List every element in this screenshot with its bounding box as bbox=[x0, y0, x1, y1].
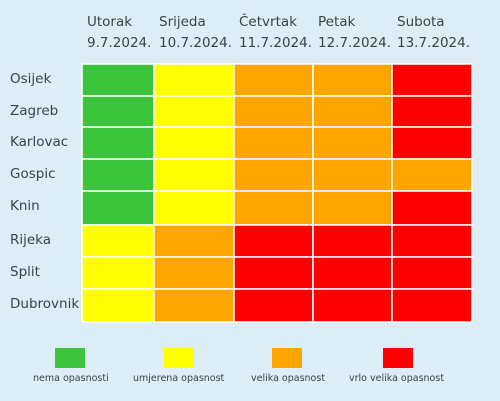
city-label: Rijeka bbox=[10, 232, 52, 248]
day-name: Utorak bbox=[87, 14, 133, 30]
heatmap-cell-rijeka-2 bbox=[233, 224, 314, 258]
day-header: Utorak 9.7.2024. bbox=[87, 12, 151, 54]
heatmap-cell-gospic-4 bbox=[391, 158, 473, 192]
day-date: 11.7.2024. bbox=[239, 35, 312, 51]
heatmap-cell-osijek-2 bbox=[233, 63, 314, 97]
heatmap-cell-split-3 bbox=[312, 256, 393, 290]
heatmap-cell-dubrovnik-0 bbox=[81, 288, 155, 323]
heatmap-cell-dubrovnik-1 bbox=[153, 288, 235, 323]
city-label: Zagreb bbox=[10, 103, 59, 119]
day-name: Subota bbox=[397, 14, 445, 30]
city-label: Knin bbox=[10, 198, 40, 214]
legend-label: nema opasnosti bbox=[33, 373, 109, 384]
day-name: Četvrtak bbox=[239, 14, 297, 30]
legend-swatch bbox=[55, 348, 85, 368]
legend-label: umjerena opasnost bbox=[133, 373, 225, 384]
heatmap-cell-split-1 bbox=[153, 256, 235, 290]
day-header: Srijeda 10.7.2024. bbox=[159, 12, 232, 54]
heatmap-cell-osijek-3 bbox=[312, 63, 393, 97]
heatmap-cell-gospic-2 bbox=[233, 158, 314, 192]
city-label: Gospic bbox=[10, 166, 56, 182]
day-name: Srijeda bbox=[159, 14, 206, 30]
day-date: 13.7.2024. bbox=[397, 35, 470, 51]
heatmap-cell-zagreb-1 bbox=[153, 95, 235, 128]
heatmap-cell-split-4 bbox=[391, 256, 473, 290]
heatmap-cell-dubrovnik-2 bbox=[233, 288, 314, 323]
heatmap-cell-zagreb-3 bbox=[312, 95, 393, 128]
heatmap-cell-split-2 bbox=[233, 256, 314, 290]
city-label: Osijek bbox=[10, 71, 52, 87]
heatmap-cell-knin-3 bbox=[312, 190, 393, 226]
heatmap-cell-knin-2 bbox=[233, 190, 314, 226]
heatmap-cell-dubrovnik-4 bbox=[391, 288, 473, 323]
legend-swatch bbox=[164, 348, 194, 368]
city-label: Split bbox=[10, 264, 40, 280]
day-date: 9.7.2024. bbox=[87, 35, 152, 51]
city-label: Dubrovnik bbox=[10, 296, 80, 312]
heatmap-cell-split-0 bbox=[81, 256, 155, 290]
legend-swatch bbox=[383, 348, 413, 368]
heatmap-cell-osijek-0 bbox=[81, 63, 155, 97]
heatmap-cell-knin-1 bbox=[153, 190, 235, 226]
legend-label: velika opasnost bbox=[251, 373, 326, 384]
heatmap-cell-rijeka-0 bbox=[81, 224, 155, 258]
day-header: Četvrtak 11.7.2024. bbox=[239, 12, 312, 54]
legend-swatch bbox=[272, 348, 302, 368]
heatmap-cell-karlovac-1 bbox=[153, 126, 235, 160]
heatmap-cell-dubrovnik-3 bbox=[312, 288, 393, 323]
day-header: Subota 13.7.2024. bbox=[397, 12, 470, 54]
day-name: Petak bbox=[318, 14, 356, 30]
day-date: 12.7.2024. bbox=[318, 35, 391, 51]
heatmap-cell-rijeka-4 bbox=[391, 224, 473, 258]
heatmap-cell-knin-4 bbox=[391, 190, 473, 226]
heatmap-cell-zagreb-4 bbox=[391, 95, 473, 128]
heatmap-cell-karlovac-2 bbox=[233, 126, 314, 160]
heatmap-cell-rijeka-1 bbox=[153, 224, 235, 258]
day-header: Petak 12.7.2024. bbox=[318, 12, 391, 54]
heatmap-cell-osijek-4 bbox=[391, 63, 473, 97]
heatmap-cell-karlovac-4 bbox=[391, 126, 473, 160]
heatmap-cell-knin-0 bbox=[81, 190, 155, 226]
heatmap-cell-karlovac-0 bbox=[81, 126, 155, 160]
heatmap-cell-gospic-1 bbox=[153, 158, 235, 192]
heatmap-cell-gospic-3 bbox=[312, 158, 393, 192]
heatmap-cell-gospic-0 bbox=[81, 158, 155, 192]
heatmap-cell-zagreb-0 bbox=[81, 95, 155, 128]
heatmap-cell-zagreb-2 bbox=[233, 95, 314, 128]
legend-label: vrlo velika opasnost bbox=[349, 373, 445, 384]
heatmap-cell-karlovac-3 bbox=[312, 126, 393, 160]
day-date: 10.7.2024. bbox=[159, 35, 232, 51]
heatmap-cell-osijek-1 bbox=[153, 63, 235, 97]
heatmap-cell-rijeka-3 bbox=[312, 224, 393, 258]
city-label: Karlovac bbox=[10, 134, 69, 150]
